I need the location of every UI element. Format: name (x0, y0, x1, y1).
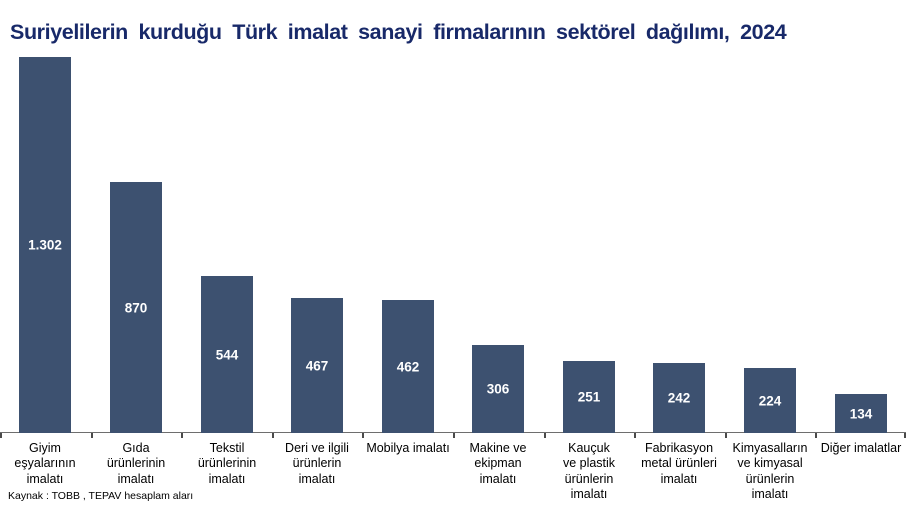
category-label: Kauçuk ve plastik ürünlerin imalatı (562, 441, 616, 501)
bar: 242 (653, 363, 705, 433)
x-axis-tick (634, 433, 636, 438)
x-axis-tick (904, 433, 906, 438)
x-axis-tick (453, 433, 455, 438)
bar: 462 (382, 300, 434, 433)
bar: 544 (201, 276, 253, 433)
bar: 134 (835, 394, 887, 433)
category-label: Fabrikasyon metal ürünleri imalatı (641, 441, 717, 486)
x-axis-tick (815, 433, 817, 438)
category-label: Diğer imalatlar (820, 441, 902, 455)
category-label: Makine ve ekipman imalatı (469, 441, 527, 486)
chart-title: Suriyelilerin kurduğu Türk imalat sanayi… (10, 20, 787, 44)
category-label: Mobilya imalatı (366, 441, 450, 455)
bar: 224 (744, 368, 796, 433)
bar-value-label: 306 (486, 381, 510, 397)
x-axis-tick (362, 433, 364, 438)
bar-value-label: 242 (667, 390, 691, 406)
bar-value-label: 134 (849, 406, 873, 421)
category-label: Gıda ürünlerinin imalatı (106, 441, 166, 486)
category-label: Deri ve ilgili ürünlerin imalatı (285, 441, 349, 486)
x-axis-tick (725, 433, 727, 438)
bar-value-label: 224 (758, 393, 782, 408)
bar: 251 (563, 361, 615, 433)
x-axis-labels: Giyim eşyalarının imalatı Gıda ürünlerinin im… (0, 441, 906, 501)
bar: 306 (472, 345, 524, 433)
bar: 870 (110, 182, 162, 433)
category-label: Kimyasalların ve kimyasal ürünlerin imalatı (732, 441, 808, 501)
bar-value-label: 1.302 (28, 237, 62, 253)
bar: 467 (291, 298, 343, 433)
source-note: Kaynak : TOBB , TEPAV hesaplam aları (8, 490, 194, 502)
bar-value-label: 870 (124, 300, 148, 315)
bar-value-label: 544 (215, 347, 239, 362)
x-axis-tick (181, 433, 183, 438)
x-axis-tick (91, 433, 93, 438)
plot-area: 1.302 870 544 467 462 306 251 242 224 134 (0, 57, 906, 438)
x-axis-tick (272, 433, 274, 438)
bar-value-label: 467 (305, 358, 329, 373)
category-label: Giyim eşyalarının imalatı (14, 441, 76, 486)
x-axis-tick (0, 433, 2, 438)
bar: 1.302 (19, 57, 71, 433)
x-axis-line (0, 432, 906, 433)
bar-value-label: 462 (396, 359, 420, 374)
category-label: Tekstil ürünlerinin imalatı (197, 441, 257, 486)
x-axis-tick (544, 433, 546, 438)
bar-value-label: 251 (577, 389, 601, 405)
